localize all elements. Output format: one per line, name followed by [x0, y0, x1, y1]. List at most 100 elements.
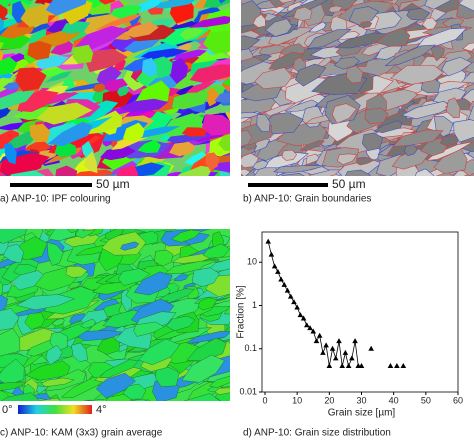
grain: [374, 27, 411, 47]
grain: [100, 145, 136, 161]
grain: [295, 63, 327, 87]
grain: [65, 265, 88, 278]
x-tick-label: 50: [421, 395, 431, 405]
grain: [45, 344, 63, 366]
data-point: [313, 338, 320, 344]
grain: [169, 141, 196, 157]
data-line: [268, 242, 403, 366]
grain: [95, 14, 143, 30]
plot-frame: [261, 231, 459, 393]
grain: [54, 165, 78, 176]
grain: [44, 71, 72, 83]
data-point: [336, 338, 342, 344]
y-tick-label: 0.01: [239, 386, 257, 396]
grain: [118, 268, 151, 286]
y-axis-label: Fraction [%]: [236, 285, 247, 339]
grain: [222, 74, 230, 86]
grain: [241, 111, 262, 120]
grain: [124, 21, 159, 38]
grain: [421, 17, 438, 30]
caption: a) ANP-10: IPF colouring: [0, 194, 111, 205]
grain: [0, 229, 30, 244]
grain: [154, 249, 174, 267]
x-tick-label: 10: [292, 395, 302, 405]
data-point: [323, 342, 329, 348]
colorbar: [18, 405, 92, 414]
grain: [67, 229, 79, 233]
grain-boundary-map: [241, 0, 474, 176]
grain: [203, 28, 230, 54]
grain: [47, 121, 93, 147]
grain: [3, 82, 23, 91]
grain: [430, 45, 445, 62]
grain: [306, 29, 352, 49]
colorbar-min: 0°: [2, 404, 13, 416]
grain: [54, 142, 76, 158]
grain: [0, 0, 15, 12]
grain: [3, 170, 46, 176]
grain: [441, 56, 473, 77]
grain: [281, 149, 298, 161]
grain: [109, 4, 143, 20]
grain: [202, 114, 230, 136]
grain: [252, 13, 266, 28]
grain: [46, 242, 64, 266]
grain: [29, 397, 67, 401]
x-tick-label: 20: [324, 395, 334, 405]
grain: [202, 243, 230, 259]
grain: [122, 215, 166, 230]
grain: [433, 148, 468, 175]
grain: [178, 176, 195, 190]
grain: [208, 374, 230, 389]
grain: [340, 169, 371, 176]
grain: [141, 57, 157, 77]
data-point: [329, 345, 336, 351]
grain: [85, 0, 120, 9]
grain: [151, 56, 173, 79]
grain: [114, 165, 139, 176]
grain: [80, 318, 96, 329]
grain: [82, 229, 109, 231]
grain: [71, 342, 88, 363]
grain: [104, 229, 124, 241]
grain: [241, 53, 243, 70]
grain: [36, 102, 93, 125]
grain: [27, 40, 52, 61]
data-point: [352, 338, 358, 344]
data-point: [339, 362, 345, 368]
grain: [96, 336, 120, 355]
y-tick-label: 10: [247, 257, 257, 267]
grain: [103, 394, 137, 401]
grain: [346, 65, 364, 84]
grain: [254, 67, 293, 90]
grain: [171, 165, 213, 176]
grain: [361, 132, 384, 152]
grain: [348, 6, 380, 27]
grain: [0, 392, 40, 401]
grain: [293, 6, 313, 21]
grain: [241, 168, 252, 176]
grain: [241, 35, 261, 53]
grain: [189, 64, 230, 84]
grain: [36, 209, 86, 231]
data-point: [287, 293, 294, 299]
colorbar-max: 4°: [96, 404, 107, 416]
grain: [404, 144, 418, 157]
grain: [331, 103, 358, 124]
grain: [406, 8, 431, 21]
x-tick-label: 0: [262, 395, 267, 405]
grain: [178, 215, 199, 227]
caption: d) ANP-10: Grain size distribution: [243, 428, 391, 439]
grain: [168, 393, 224, 401]
grain: [133, 321, 165, 337]
grain: [15, 67, 47, 92]
grain: [57, 400, 106, 401]
grain: [123, 36, 161, 54]
grain: [92, 83, 106, 93]
data-point: [284, 287, 291, 293]
grain: [458, 0, 474, 13]
grain: [69, 399, 101, 401]
grain: [214, 92, 230, 104]
grain: [137, 139, 161, 153]
